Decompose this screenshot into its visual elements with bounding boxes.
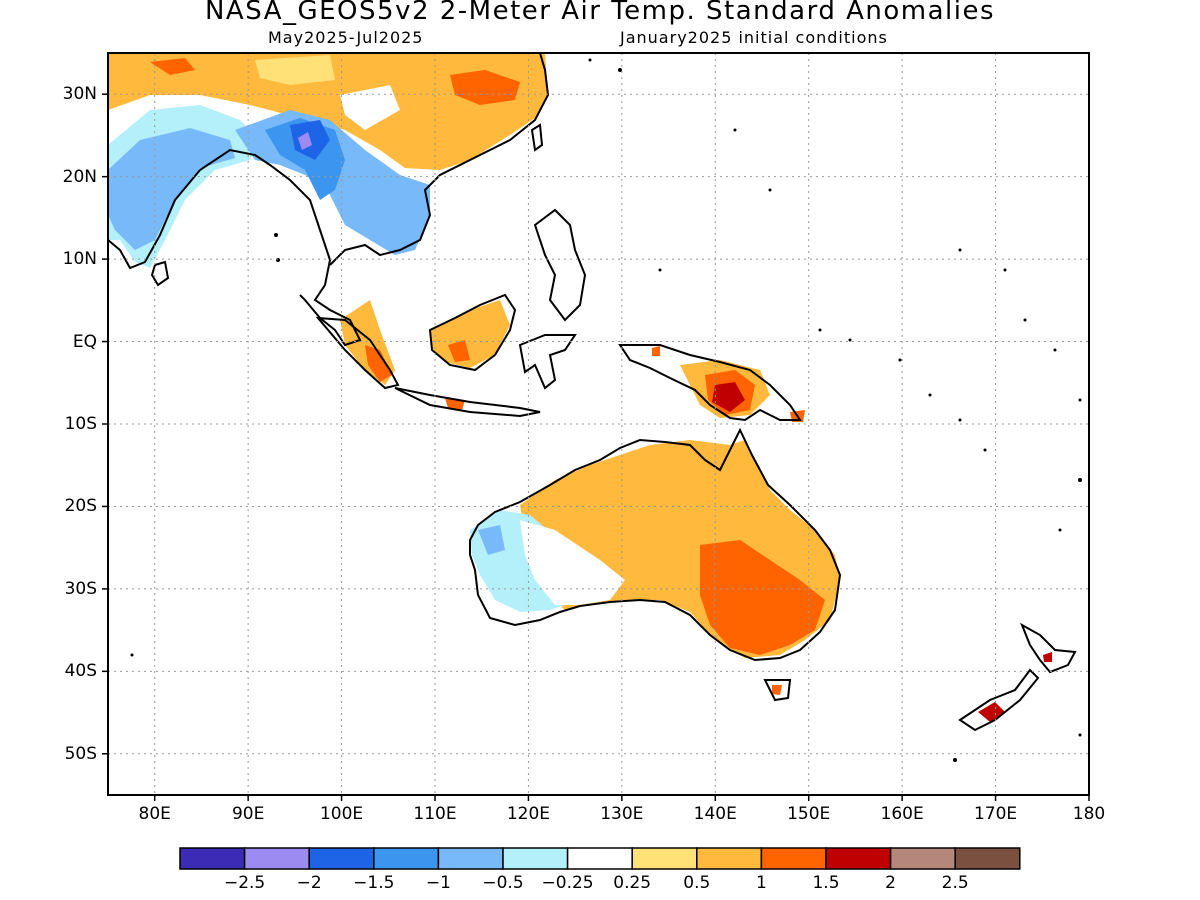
- lat-label: 20S: [64, 496, 97, 517]
- australia-coast: [469, 427, 842, 662]
- sulawesi-coast: [518, 334, 577, 390]
- sumatra-warm-core: [365, 345, 392, 382]
- australia-white: [520, 520, 625, 605]
- himalaya-light: [255, 55, 335, 85]
- new-zealand-north-warm: [1043, 652, 1052, 662]
- lon-label: 110E: [413, 804, 457, 824]
- map-title: NASA_GEOS5v2 2-Meter Air Temp. Standard …: [204, 0, 996, 26]
- colorbar-label: 0.5: [683, 873, 711, 893]
- colorbar-swatch: [308, 847, 375, 870]
- colorbar-label: −0.25: [541, 873, 594, 893]
- new-guinea-warm-core: [712, 382, 745, 412]
- lat-label: 30N: [62, 84, 97, 105]
- colorbar-label: −2.5: [223, 873, 266, 893]
- lat-label: 20N: [62, 166, 97, 187]
- lon-label: 120E: [506, 804, 551, 824]
- china-warm-core: [450, 70, 520, 105]
- new-zealand-south-coast: [958, 668, 1040, 732]
- lat-label: EQ: [72, 331, 97, 352]
- initial-conditions: January2025 initial conditions: [620, 28, 888, 47]
- halmahera-warm: [652, 346, 660, 356]
- colorbar-swatch: [437, 847, 504, 870]
- lat-label: 10S: [64, 414, 97, 434]
- colorbar-swatch: [696, 847, 763, 870]
- borneo-warm-core: [448, 340, 470, 362]
- new-zealand-north-coast: [1020, 622, 1077, 674]
- new-zealand-warm: [978, 702, 1005, 722]
- colorbar-swatch: [373, 847, 440, 870]
- colorbar-swatch: [889, 847, 956, 870]
- sumatra-coast: [315, 316, 400, 390]
- colorbar-label: 2.5: [941, 873, 969, 893]
- colorbar-label: 0.25: [613, 873, 652, 893]
- lon-label: 170E: [973, 804, 1018, 824]
- colorbar-label: −2: [296, 873, 322, 893]
- anomaly-shading: [108, 53, 1052, 722]
- borneo-warm: [430, 300, 510, 368]
- tasmania-warm: [772, 685, 782, 695]
- lon-label: 80E: [138, 804, 171, 824]
- gridlines: [108, 53, 1089, 795]
- china-light-patch: [340, 85, 400, 130]
- colorbar-swatch: [566, 847, 633, 870]
- lat-label: 10N: [62, 249, 97, 270]
- lat-label: 30S: [64, 578, 97, 599]
- colorbar-swatch: [502, 847, 569, 870]
- lon-label: 100E: [319, 804, 364, 824]
- myanmar-cool-peak: [298, 132, 312, 150]
- australia-cool-core: [478, 525, 505, 555]
- lon-label: 180: [1072, 804, 1106, 824]
- map-frame: [107, 52, 1090, 796]
- colorbar-swatch: [825, 847, 892, 870]
- java-coast: [394, 387, 541, 418]
- lon-label: 130E: [600, 804, 644, 824]
- lon-label: 140E: [693, 804, 737, 824]
- colorbar-swatch: [954, 847, 1021, 870]
- lon-label: 90E: [231, 804, 265, 824]
- taiwan-coast: [530, 123, 544, 152]
- colorbar-label: 2: [885, 873, 896, 893]
- colorbar-swatch: [179, 847, 246, 870]
- china-warm-small: [150, 58, 195, 75]
- china-warm-region: [108, 53, 548, 170]
- lat-label: 50S: [64, 743, 97, 764]
- colorbar-label: −0.5: [482, 873, 524, 893]
- axis-ticks: [102, 93, 1090, 801]
- colorbar-swatch: [631, 847, 698, 870]
- small-islands: [130, 58, 1082, 762]
- lon-label: 160E: [880, 804, 924, 824]
- colorbar: [179, 847, 1021, 870]
- tasmania-coast: [763, 679, 792, 702]
- coastlines: [108, 53, 1077, 732]
- forecast-period: May2025-Jul2025: [268, 28, 424, 47]
- colorbar-label: 1: [755, 873, 767, 893]
- asia-coastline: [108, 53, 550, 347]
- lon-label: 150E: [787, 804, 831, 824]
- colorbar-swatch: [760, 847, 827, 870]
- colorbar-swatch: [243, 847, 310, 870]
- sri-lanka-coast: [150, 260, 170, 287]
- australia-se-warm: [700, 540, 825, 655]
- india-cool-mid: [108, 128, 235, 250]
- borneo-coast: [428, 293, 517, 372]
- colorbar-label: −1: [425, 873, 451, 893]
- colorbar-label: −1.5: [353, 873, 395, 893]
- colorbar-label: 1.5: [812, 873, 840, 893]
- philippines-coast: [533, 208, 587, 322]
- lat-label: 40S: [64, 661, 97, 682]
